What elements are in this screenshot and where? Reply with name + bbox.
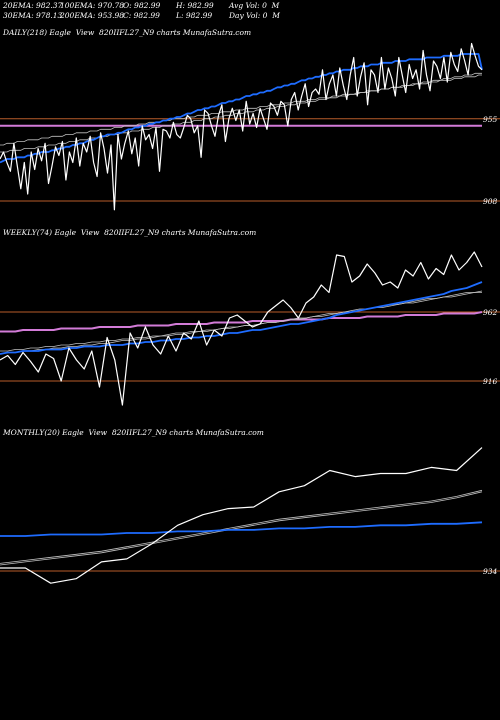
monthly-panel-title: MONTHLY(20) Eagle View 820IIFL27_N9 char… <box>3 428 264 437</box>
daily-ema-slower-line <box>0 74 482 146</box>
weekly-price-line <box>0 251 483 406</box>
daily-price-line <box>0 42 483 211</box>
stat-close: C: 982.99 <box>123 11 160 20</box>
monthly-ema-fast-line <box>0 521 483 537</box>
stat-open: O: 982.99 <box>123 1 161 10</box>
stat-30ema: 30EMA: 978.13 <box>3 11 63 20</box>
weekly-panel-title: WEEKLY(74) Eagle View 820IIFL27_N9 chart… <box>3 228 257 237</box>
daily-ema-fast-line <box>0 53 483 164</box>
weekly-ytick-1: 916 <box>483 377 498 386</box>
daily-ytick-1: 908 <box>483 197 498 206</box>
monthly-ema-slow-line <box>0 489 483 564</box>
stat-day-vol: Day Vol: 0 M <box>229 11 280 20</box>
stat-low: L: 982.99 <box>176 11 213 20</box>
weekly-ytick-0: 962 <box>483 308 498 317</box>
monthly-price-line <box>0 447 483 584</box>
stats-row-1: 20EMA: 982.37100EMA: 970.78O: 982.99 H: 9… <box>3 1 289 10</box>
stat-200ema: 200EMA: 953.98 <box>60 11 125 20</box>
daily-ytick-0: 955 <box>483 115 498 124</box>
stat-avg-vol: Avg Vol: 0 M <box>229 1 280 10</box>
daily-panel-title: DAILY(218) Eagle View 820IIFL27_N9 chart… <box>3 28 252 37</box>
stat-100ema: 100EMA: 970.78 <box>60 1 125 10</box>
monthly-ytick-0: 934 <box>483 567 498 576</box>
daily-ema-slow-line <box>0 72 482 153</box>
stats-row-2: 30EMA: 978.13200EMA: 953.98C: 982.99 L: 9… <box>3 11 289 20</box>
weekly-ema-slow-line <box>0 292 482 352</box>
weekly-ema-fast-line <box>0 281 483 355</box>
weekly-support-line <box>0 311 483 333</box>
stat-high: H: 982.99 <box>176 1 214 10</box>
monthly-ema-slower-line <box>0 491 483 566</box>
stat-20ema: 20EMA: 982.37 <box>3 1 63 10</box>
